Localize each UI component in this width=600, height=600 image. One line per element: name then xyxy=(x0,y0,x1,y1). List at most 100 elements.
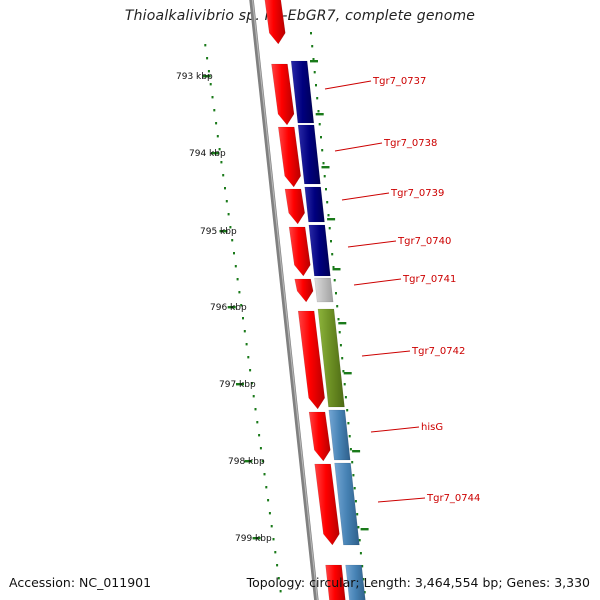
inner-tick xyxy=(215,122,218,125)
gene-block xyxy=(345,564,366,600)
inner-tick xyxy=(238,291,241,294)
inner-tick xyxy=(220,161,223,164)
leader-line xyxy=(377,497,426,503)
gene-label: Tgr7_0742 xyxy=(411,346,465,357)
leader-line xyxy=(347,240,397,248)
major-tick xyxy=(211,152,220,155)
inner-tick xyxy=(256,421,259,424)
scale-label: 794 kbp xyxy=(189,149,226,159)
outer-tick xyxy=(333,279,336,282)
accession-text: Accession: NC_011901 xyxy=(9,575,152,590)
tick-marks xyxy=(202,32,369,594)
outer-tick xyxy=(338,331,341,334)
outer-major-tick xyxy=(310,60,318,63)
inner-tick xyxy=(259,447,262,450)
backbone-line xyxy=(249,0,319,600)
cds-arrow xyxy=(314,463,340,546)
inner-tick xyxy=(277,577,280,580)
cds-arrow xyxy=(308,411,331,462)
inner-tick xyxy=(261,460,264,463)
outer-major-tick xyxy=(352,450,361,453)
inner-tick xyxy=(279,590,282,593)
outer-tick xyxy=(322,162,325,165)
inner-tick xyxy=(242,317,244,320)
outer-major-tick xyxy=(343,372,352,375)
gene-block xyxy=(290,60,315,124)
inner-tick xyxy=(270,525,273,528)
inner-tick xyxy=(272,538,275,541)
outer-tick xyxy=(328,227,331,230)
gene-block xyxy=(334,462,360,546)
inner-tick xyxy=(236,278,239,281)
inner-tick xyxy=(250,382,253,385)
outer-tick xyxy=(330,240,332,243)
inner-tick xyxy=(213,109,216,112)
major-tick xyxy=(244,460,253,463)
inner-tick xyxy=(218,148,221,151)
inner-tick xyxy=(234,265,237,268)
outer-major-tick xyxy=(332,268,341,271)
scale-label: 798 kbp xyxy=(228,457,265,467)
inner-tick xyxy=(249,369,252,372)
outer-tick xyxy=(353,487,356,490)
outer-tick xyxy=(317,110,320,113)
genome-summary-text: Topology: circular; Length: 3,464,554 bp… xyxy=(246,575,590,590)
outer-tick xyxy=(362,578,365,581)
outer-tick xyxy=(352,474,355,477)
gene-label: Tgr7_0737 xyxy=(372,76,426,87)
outer-tick xyxy=(313,71,316,74)
inner-tick xyxy=(254,408,257,411)
outer-tick xyxy=(361,565,364,568)
outer-tick xyxy=(358,539,361,542)
outer-tick xyxy=(316,97,319,100)
leader-line xyxy=(353,278,402,286)
cds-arrow xyxy=(277,126,301,188)
inner-tick xyxy=(258,434,261,437)
gene-label: hisG xyxy=(421,422,443,433)
outer-tick xyxy=(351,461,354,464)
inner-tick xyxy=(267,499,270,502)
outer-tick xyxy=(357,526,360,529)
inner-tick xyxy=(206,57,209,60)
inner-tick xyxy=(252,395,255,398)
outer-tick xyxy=(348,435,351,438)
cds-arrow xyxy=(294,278,314,303)
outer-tick xyxy=(320,136,322,139)
gene-block xyxy=(328,409,351,461)
inner-tick xyxy=(233,252,235,255)
gene-block xyxy=(314,277,334,303)
major-tick xyxy=(202,75,211,78)
inner-tick xyxy=(229,226,232,229)
inner-tick xyxy=(243,330,246,333)
outer-tick xyxy=(346,409,349,412)
outer-tick xyxy=(331,253,334,256)
outer-major-tick xyxy=(327,218,336,221)
leader-line xyxy=(361,350,411,357)
gene-label: Tgr7_0740 xyxy=(397,236,451,247)
outer-tick xyxy=(312,58,315,61)
gene-label: Tgr7_0739 xyxy=(390,188,444,199)
outer-tick xyxy=(325,188,327,191)
inner-tick xyxy=(222,174,225,177)
gene-block xyxy=(304,186,325,223)
outer-tick xyxy=(341,357,344,360)
scale-label: 799 kbp xyxy=(235,534,272,544)
outer-tick xyxy=(323,175,326,178)
outer-tick xyxy=(326,201,329,204)
leader-line xyxy=(341,192,390,201)
inner-tick xyxy=(240,304,243,307)
gene-block xyxy=(297,124,321,185)
leader-line xyxy=(334,142,383,152)
cds-arrow xyxy=(264,0,286,45)
major-tick xyxy=(227,306,236,309)
scale-label: 795 kbp xyxy=(200,227,237,237)
leader-line xyxy=(324,80,372,90)
outer-tick xyxy=(339,344,342,347)
outer-tick xyxy=(315,84,317,87)
inner-tick xyxy=(209,83,212,86)
cds-arrow xyxy=(297,310,325,410)
outer-tick xyxy=(335,292,337,295)
inner-tick xyxy=(265,486,268,489)
cds-arrow xyxy=(325,564,346,600)
